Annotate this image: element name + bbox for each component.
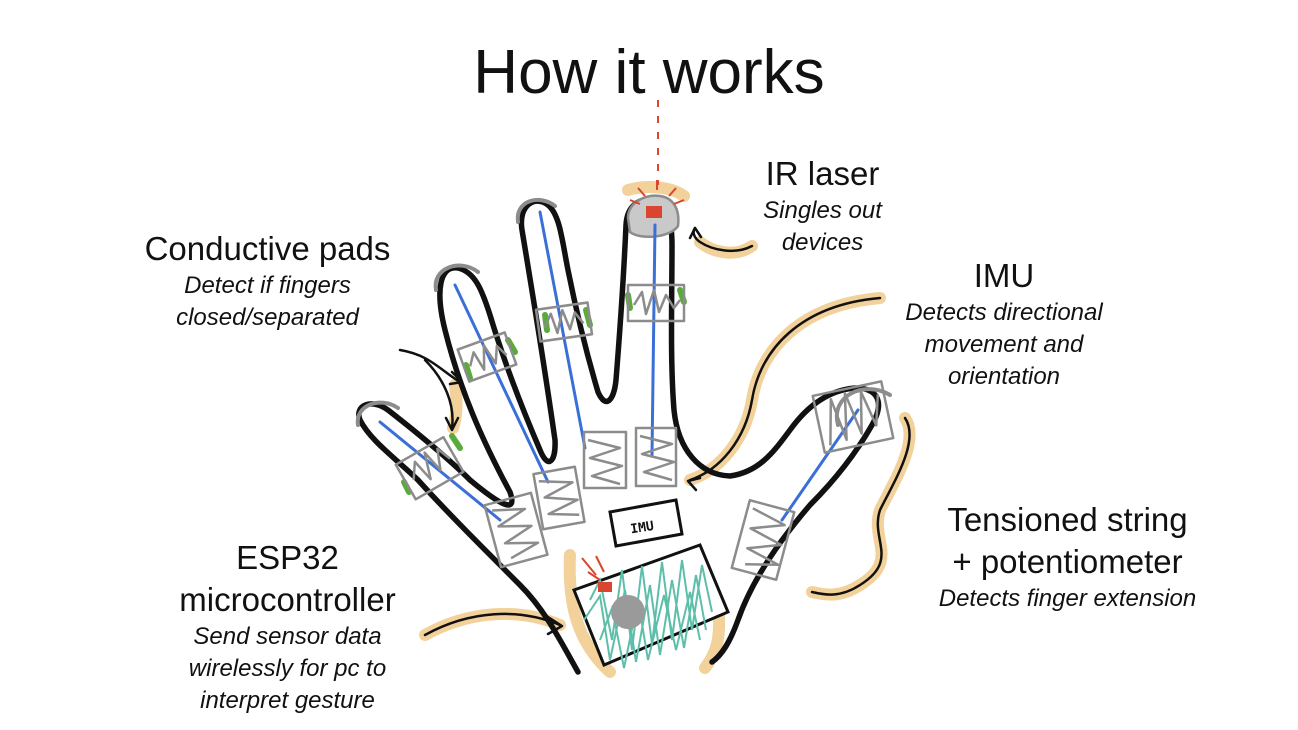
joint-sensors [394, 283, 895, 582]
page-title: How it works [473, 38, 825, 107]
label-tensioned-string: Tensioned string + potentiometer Detects… [915, 499, 1220, 615]
esp32-desc-line-1: Send sensor data [193, 623, 382, 650]
conductive-pads-arrow [398, 348, 462, 384]
label-conductive-pads: Conductive pads Detect if fingers closed… [120, 228, 415, 334]
ir-laser-emitter [626, 180, 685, 239]
esp32-heading-line-1: ESP32 [236, 539, 339, 576]
conductive-pads-heading: Conductive pads [144, 230, 391, 267]
ir-laser-desc-line-1: Singles out [763, 197, 882, 224]
conductive-pads-desc-line-1: Detect if fingers [184, 272, 351, 299]
tensioned-string-heading-line-1: Tensioned string [947, 501, 1188, 538]
leader-arrows [398, 226, 911, 637]
imu-desc-line-1: Detects directional [905, 299, 1103, 326]
esp32-heading-line-2: microcontroller [179, 581, 396, 618]
esp32-chip [611, 595, 645, 629]
label-esp32: ESP32 microcontroller Send sensor data w… [155, 537, 420, 717]
imu-desc-line-2: movement and [924, 331, 1084, 358]
imu-arrow [688, 296, 882, 482]
tensioned-string-arrow [810, 416, 911, 596]
esp32-board [572, 543, 730, 669]
imu-heading: IMU [973, 257, 1035, 294]
tensioned-string-heading-line-2: + potentiometer [952, 543, 1183, 580]
label-imu: IMU Detects directional movement and ori… [875, 255, 1133, 393]
ir-laser-heading: IR laser [765, 155, 880, 192]
label-ir-laser: IR laser Singles out devices [735, 153, 910, 259]
tensioned-string-desc-line-1: Detects finger extension [938, 585, 1197, 612]
esp32-desc-line-3: interpret gesture [200, 687, 375, 714]
imu-chip-label: IMU [629, 519, 655, 538]
hand-outline [356, 196, 882, 675]
ir-laser-desc-line-2: devices [781, 229, 864, 256]
esp32-arrow [423, 612, 562, 637]
conductive-pads-desc-line-2: closed/separated [176, 304, 359, 331]
imu-chip: IMU [608, 498, 684, 548]
imu-desc-line-3: orientation [947, 363, 1061, 390]
esp32-desc-line-2: wirelessly for pc to [188, 655, 387, 682]
